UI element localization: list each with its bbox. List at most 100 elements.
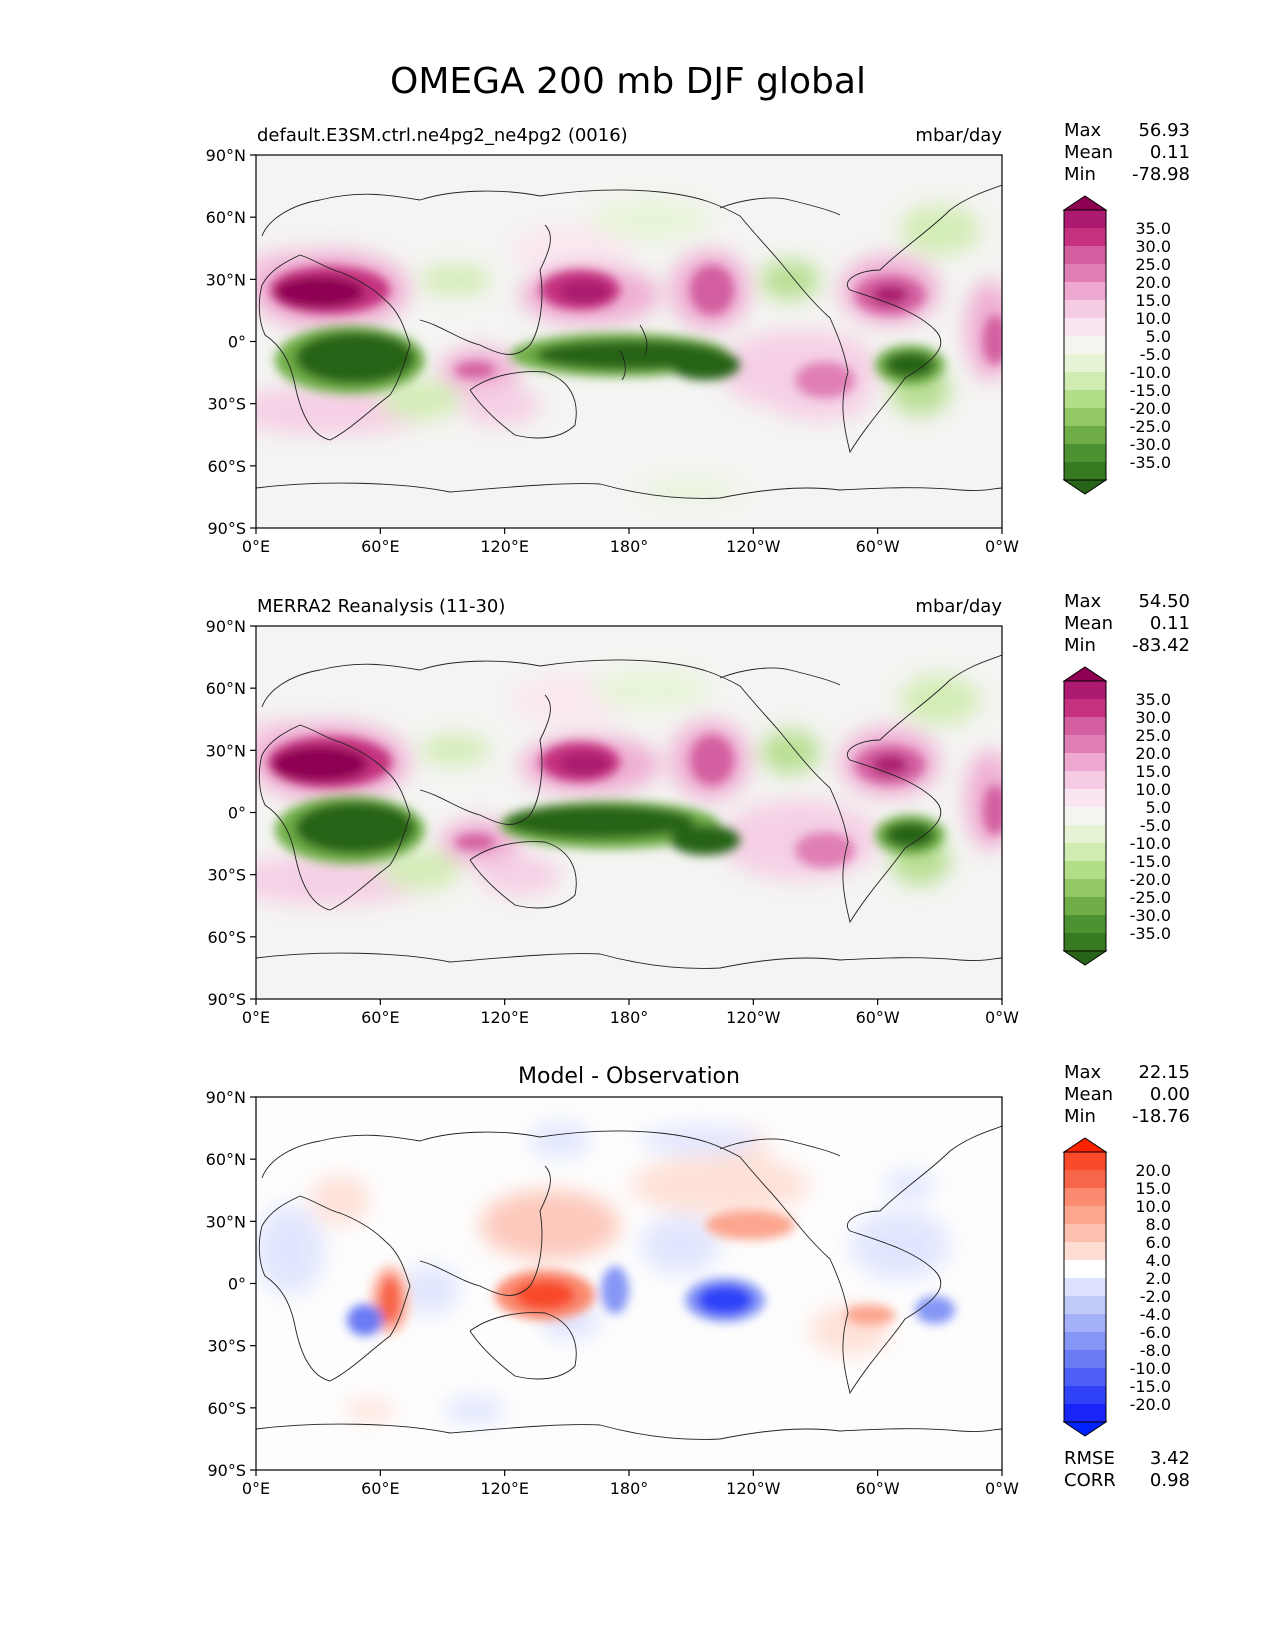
figure-title: OMEGA 200 mb DJF global — [390, 61, 866, 102]
stats-box: Max 22.15 Mean 0.00 Min -18.76 — [1064, 1062, 1190, 1127]
colorbar-segment — [1064, 1296, 1106, 1314]
colorbar-segment — [1064, 246, 1106, 264]
colorbar-segment — [1064, 282, 1106, 300]
lon-tick-label: 180° — [610, 537, 649, 556]
colorbar-label: -20.0 — [1130, 870, 1171, 889]
lat-tick-label: 30°N — [206, 1212, 246, 1231]
colorbar-segment — [1064, 1188, 1106, 1206]
lat-axis: 90°N 60°N 30°N 0° 30°S 60°S 90°S — [206, 1088, 256, 1480]
colorbar-segment — [1064, 318, 1106, 336]
colorbar-label: 25.0 — [1135, 726, 1171, 745]
lat-tick-label: 30°S — [207, 1337, 246, 1356]
lat-tick-label: 60°N — [206, 1150, 246, 1169]
lon-tick-label: 120°W — [726, 1479, 781, 1498]
colorbar-outline — [1063, 680, 1107, 952]
colorbar-segment — [1064, 717, 1106, 735]
lon-tick-label: 120°W — [726, 537, 781, 556]
stat-label-mean: Mean — [1064, 142, 1113, 163]
colorbar-segment — [1064, 390, 1106, 408]
colorbar-label: 4.0 — [1146, 1251, 1171, 1270]
colorbar-label: 5.0 — [1146, 327, 1171, 346]
colorbar-label: 10.0 — [1135, 309, 1171, 328]
colorbar-segment — [1064, 336, 1106, 354]
lon-tick-label: 60°E — [361, 1479, 399, 1498]
colorbar-outline — [1063, 1151, 1107, 1423]
colorbar-segment — [1064, 861, 1106, 879]
panel-ref: MERRA2 Reanalysis (11-30) mbar/day 90°N 6… — [206, 591, 1190, 1027]
colorbar-label: -8.0 — [1140, 1341, 1171, 1360]
colorbar-extend-top — [1062, 1137, 1108, 1153]
contour-field — [256, 1122, 1002, 1440]
lat-tick-label: 60°S — [207, 928, 246, 947]
colorbar-label: -30.0 — [1130, 435, 1171, 454]
colorbar-segment — [1064, 843, 1106, 861]
colorbar-segment — [1064, 300, 1106, 318]
coastlines — [256, 654, 1002, 969]
colorbar-label: 10.0 — [1135, 1197, 1171, 1216]
colorbar-label: -5.0 — [1140, 816, 1171, 835]
error-stats: RMSE 3.42 CORR 0.98 — [1064, 1448, 1190, 1491]
colorbar-segment — [1064, 807, 1106, 825]
lat-tick-label: 60°N — [206, 679, 246, 698]
colorbar-label: -10.0 — [1130, 834, 1171, 853]
lat-tick-label: 90°S — [207, 519, 246, 538]
colorbar-label: 25.0 — [1135, 255, 1171, 274]
colorbar-label: 30.0 — [1135, 237, 1171, 256]
colorbar-segment — [1064, 753, 1106, 771]
colorbar-segment — [1064, 825, 1106, 843]
stat-value-min: -83.42 — [1132, 635, 1190, 656]
colorbar-label: 5.0 — [1146, 798, 1171, 817]
lon-tick-label: 0°E — [242, 537, 270, 556]
colorbar-segment — [1064, 897, 1106, 915]
colorbar-label: 8.0 — [1146, 1215, 1171, 1234]
lon-tick-label: 0°W — [985, 537, 1019, 556]
lon-axis: 0°E 60°E 120°E 180° 120°W 60°W 0°W — [242, 1470, 1019, 1498]
lon-tick-label: 120°E — [480, 1008, 529, 1027]
lat-tick-label: 0° — [228, 1275, 246, 1294]
colorbar-outline — [1063, 209, 1107, 481]
stat-value-max: 22.15 — [1138, 1062, 1190, 1083]
colorbar-extend-bottom — [1062, 1421, 1108, 1437]
lon-tick-label: 60°W — [856, 1479, 900, 1498]
lat-tick-label: 90°N — [206, 146, 246, 165]
colorbar-segment — [1064, 699, 1106, 717]
colorbar-extend-top — [1062, 195, 1108, 211]
panel-left-title: default.E3SM.ctrl.ne4pg2_ne4pg2 (0016) — [257, 125, 628, 146]
lat-tick-label: 90°S — [207, 1461, 246, 1480]
stat-label-min: Min — [1064, 1106, 1096, 1127]
colorbar-label: -20.0 — [1130, 399, 1171, 418]
lat-tick-label: 60°S — [207, 457, 246, 476]
colorbar-label: 15.0 — [1135, 762, 1171, 781]
colorbar-segment — [1064, 735, 1106, 753]
lon-tick-label: 0°W — [985, 1479, 1019, 1498]
lat-tick-label: 90°N — [206, 1088, 246, 1107]
colorbar-segment — [1064, 354, 1106, 372]
colorbar-segment — [1064, 1332, 1106, 1350]
stat-label-max: Max — [1064, 120, 1102, 141]
stat-label-mean: Mean — [1064, 1084, 1113, 1105]
colorbar-segment — [1064, 1242, 1106, 1260]
stat-value-min: -78.98 — [1132, 164, 1190, 185]
lat-tick-label: 60°N — [206, 208, 246, 227]
lon-axis: 0°E 60°E 120°E 180° 120°W 60°W 0°W — [242, 528, 1019, 556]
colorbar-segment — [1064, 1224, 1106, 1242]
colorbar-label: 10.0 — [1135, 780, 1171, 799]
colorbar-label: 35.0 — [1135, 219, 1171, 238]
coastlines — [256, 184, 1002, 499]
colorbar-extend-top — [1062, 666, 1108, 682]
stat-label-mean: Mean — [1064, 613, 1113, 634]
colorbar-segment — [1064, 681, 1106, 699]
stat-value-mean: 0.11 — [1150, 613, 1190, 634]
panel-diff: Model - Observation 90°N 60°N 30°N 0° 30°S 60… — [206, 1062, 1190, 1498]
stat-value-rmse: 3.42 — [1150, 1448, 1190, 1469]
lat-tick-label: 0° — [228, 804, 246, 823]
stats-box: Max 56.93 Mean 0.11 Min -78.98 — [1064, 120, 1190, 185]
panel-units: mbar/day — [915, 596, 1002, 617]
coastlines — [256, 1125, 1002, 1440]
colorbar-segment — [1064, 210, 1106, 228]
colorbar-segment — [1064, 408, 1106, 426]
colorbar-label: -15.0 — [1130, 381, 1171, 400]
stat-label-rmse: RMSE — [1064, 1448, 1115, 1469]
lat-axis: 90°N 60°N 30°N 0° 30°S 60°S 90°S — [206, 146, 256, 538]
